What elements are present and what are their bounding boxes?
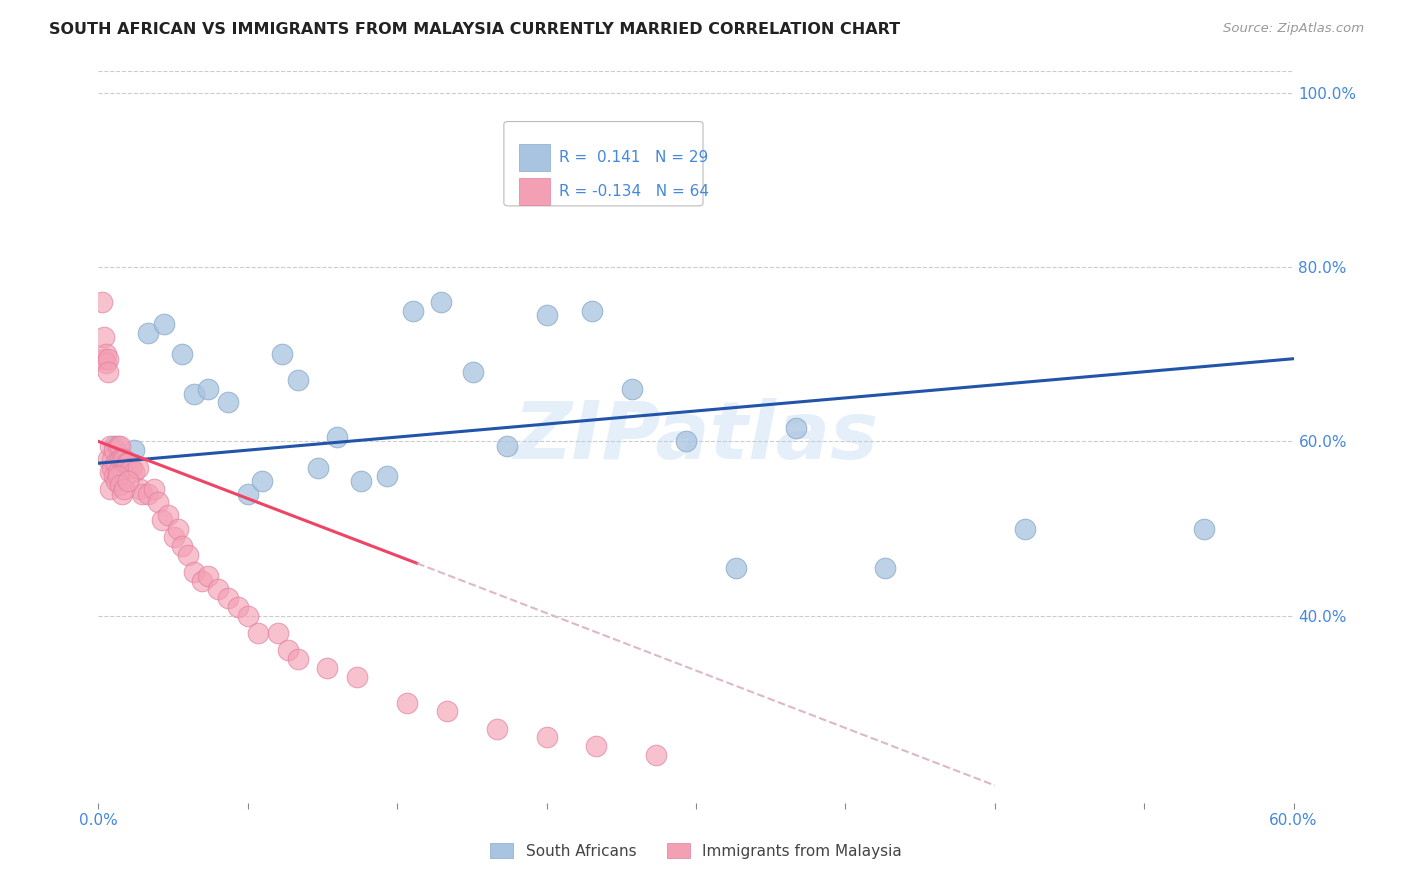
Point [98, 465, 122, 479]
Point [112, 483, 135, 497]
Text: R = -0.134   N = 64: R = -0.134 N = 64 [558, 184, 709, 199]
Point [153, 317, 176, 331]
Point [236, 486, 259, 500]
Point [346, 669, 368, 683]
Point [101, 451, 124, 466]
Text: Source: ZipAtlas.com: Source: ZipAtlas.com [1223, 22, 1364, 36]
Point [101, 460, 124, 475]
Point [136, 486, 159, 500]
Point [536, 731, 558, 745]
Point [621, 382, 644, 396]
Point [97, 365, 120, 379]
Point [110, 478, 132, 492]
Point [105, 456, 128, 470]
Point [875, 560, 897, 574]
Point [246, 626, 269, 640]
Point [93, 351, 115, 366]
Point [191, 574, 214, 588]
Point [97, 351, 120, 366]
Point [124, 465, 146, 479]
Point [110, 439, 132, 453]
Point [287, 374, 309, 388]
Point [129, 483, 152, 497]
Point [98, 439, 122, 453]
Point [98, 483, 122, 497]
Point [436, 705, 458, 719]
Point [585, 739, 607, 754]
Point [287, 652, 309, 666]
Point [103, 469, 125, 483]
Point [107, 465, 129, 479]
Point [581, 303, 603, 318]
Point [207, 582, 229, 597]
Point [124, 443, 146, 458]
Legend: South Africans, Immigrants from Malaysia: South Africans, Immigrants from Malaysia [484, 837, 908, 864]
Point [430, 295, 453, 310]
Point [536, 308, 558, 322]
Point [270, 347, 292, 361]
Point [150, 513, 173, 527]
Point [197, 382, 219, 396]
Point [183, 386, 205, 401]
Point [1192, 521, 1215, 535]
Point [645, 747, 668, 762]
Point [197, 569, 219, 583]
Point [172, 347, 194, 361]
Point [136, 326, 159, 340]
Text: R =  0.141   N = 29: R = 0.141 N = 29 [558, 150, 709, 165]
Point [167, 521, 190, 535]
Text: ZIPatlas: ZIPatlas [513, 398, 879, 476]
Point [375, 469, 398, 483]
Point [117, 474, 139, 488]
Point [326, 430, 349, 444]
Point [724, 560, 747, 574]
Point [217, 591, 239, 606]
Point [121, 460, 143, 475]
Point [97, 451, 120, 466]
Point [163, 530, 186, 544]
Point [177, 548, 200, 562]
Point [172, 539, 194, 553]
Point [131, 486, 153, 500]
Point [91, 295, 114, 310]
Point [277, 643, 299, 657]
Point [105, 474, 128, 488]
Point [217, 395, 239, 409]
Point [402, 303, 425, 318]
Point [157, 508, 180, 523]
Point [115, 456, 138, 470]
Point [267, 626, 290, 640]
Point [93, 330, 115, 344]
Point [495, 439, 517, 453]
Point [250, 474, 273, 488]
Point [111, 486, 134, 500]
Point [112, 451, 135, 466]
Point [307, 460, 329, 475]
Point [183, 565, 205, 579]
Point [396, 696, 419, 710]
Point [785, 421, 807, 435]
Point [96, 347, 118, 361]
Point [350, 474, 373, 488]
Point [117, 456, 139, 470]
Point [485, 722, 508, 736]
Text: SOUTH AFRICAN VS IMMIGRANTS FROM MALAYSIA CURRENTLY MARRIED CORRELATION CHART: SOUTH AFRICAN VS IMMIGRANTS FROM MALAYSI… [49, 22, 900, 37]
Point [107, 469, 129, 483]
Point [103, 443, 125, 458]
Point [127, 460, 149, 475]
Point [143, 483, 166, 497]
Point [96, 356, 118, 370]
Point [120, 460, 142, 475]
Point [107, 439, 129, 453]
Point [226, 599, 249, 614]
Point [1014, 521, 1036, 535]
Point [236, 608, 259, 623]
Point [103, 439, 125, 453]
Point [675, 434, 697, 449]
Point [461, 365, 484, 379]
Point [110, 451, 132, 466]
Point [148, 495, 170, 509]
Point [316, 661, 339, 675]
Point [111, 451, 134, 466]
